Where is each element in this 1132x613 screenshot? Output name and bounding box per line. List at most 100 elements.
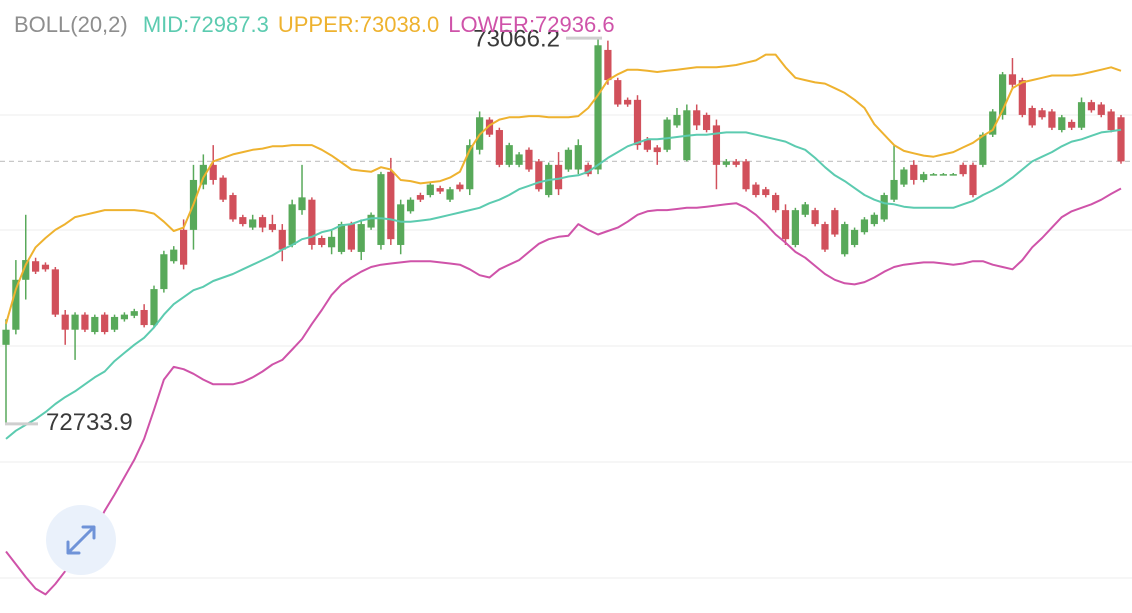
candle-body	[910, 164, 918, 180]
candle-body	[1058, 117, 1066, 131]
candle-body	[288, 204, 296, 245]
candle-body	[61, 314, 69, 330]
candle-body	[1008, 74, 1017, 85]
legend-entry: LOWER:72936.6	[448, 12, 615, 37]
band-line	[5, 128, 1122, 440]
candle-body	[357, 224, 365, 252]
candle-body	[1048, 111, 1056, 128]
candle-body	[939, 174, 947, 176]
candle-body	[969, 164, 977, 196]
candle-body	[554, 164, 563, 190]
candle-body	[762, 189, 770, 196]
candle-body	[367, 214, 375, 228]
candle-body	[130, 311, 138, 316]
candle-body	[91, 316, 99, 333]
candle-body	[979, 134, 987, 165]
candle-body	[485, 119, 494, 135]
candle-body	[318, 238, 326, 245]
candle-body	[1097, 104, 1105, 115]
candle-body	[505, 145, 513, 165]
candle-body	[920, 174, 928, 180]
band-line	[5, 187, 1122, 596]
candle-body	[831, 210, 839, 235]
candle-body	[249, 219, 257, 228]
band-line	[5, 53, 1122, 325]
legend-entry: MID:72987.3	[142, 12, 269, 37]
candle-body	[160, 254, 168, 290]
candle-body	[624, 99, 632, 105]
candle-body	[140, 309, 148, 326]
candle-body	[574, 145, 582, 170]
candle-body	[604, 49, 612, 81]
candle-body	[821, 224, 829, 250]
candle-body	[841, 224, 849, 255]
candle-body	[426, 184, 434, 196]
candle-body	[584, 164, 592, 175]
candle-body	[397, 204, 405, 245]
candle-body	[1117, 117, 1125, 162]
candle-body	[850, 229, 859, 245]
expand-button[interactable]	[46, 505, 116, 575]
candle-body	[880, 195, 888, 220]
candle-body	[594, 45, 602, 170]
candle-body	[633, 99, 642, 146]
candle-body	[170, 249, 178, 262]
candle-body	[377, 174, 385, 245]
candle-body	[51, 269, 59, 315]
candle-body	[209, 164, 217, 180]
candle-body	[120, 314, 129, 320]
candle-body	[406, 199, 415, 212]
candle-body	[110, 316, 119, 330]
candle-body	[239, 217, 247, 225]
candle-body	[781, 210, 790, 240]
candle-body	[199, 164, 207, 185]
candle-body	[41, 264, 50, 270]
candle-body	[515, 154, 523, 165]
candle-body	[1038, 110, 1046, 118]
candle-body	[959, 164, 967, 175]
candle-body	[998, 74, 1007, 115]
candle-body	[564, 149, 573, 170]
candle-body	[150, 289, 158, 326]
candle-body	[949, 174, 957, 176]
candle-body	[298, 197, 306, 211]
candle-body	[436, 188, 444, 192]
legend: BOLL(20,2) MID:72987.3 UPPER:73038.0 LOWER…	[14, 12, 624, 38]
candle-body	[180, 229, 188, 265]
candle-body	[12, 279, 20, 330]
candle-body	[32, 261, 40, 272]
candle-body	[1018, 80, 1026, 115]
grid	[0, 114, 1132, 579]
expand-icon[interactable]	[66, 525, 96, 555]
candle-body	[742, 161, 750, 190]
candle-body	[702, 114, 711, 131]
candle-body	[860, 219, 869, 233]
candle-body	[693, 110, 701, 126]
candle-body	[1107, 111, 1115, 131]
candle-body	[989, 111, 997, 135]
candle-body	[328, 236, 336, 248]
candle-body	[229, 195, 237, 220]
candle-body	[2, 329, 10, 345]
candle-body	[722, 161, 730, 165]
candle-body	[22, 260, 30, 280]
candle-body	[643, 139, 651, 150]
candle-body	[900, 169, 908, 185]
candle-body	[1028, 107, 1036, 126]
candle-body	[1077, 102, 1086, 128]
candle-body	[673, 114, 681, 126]
candle-body	[466, 145, 474, 190]
candle-body	[81, 314, 89, 330]
indicator-label: BOLL(20,2)	[14, 12, 128, 37]
candle-body	[1087, 102, 1095, 111]
candle-body	[929, 174, 938, 176]
candle-body	[732, 161, 740, 165]
candle-body	[535, 161, 543, 190]
candle-body	[278, 229, 286, 250]
candle-body	[772, 195, 780, 211]
candle-body	[258, 217, 267, 228]
candle-body	[525, 149, 533, 170]
candle-body	[71, 314, 79, 330]
